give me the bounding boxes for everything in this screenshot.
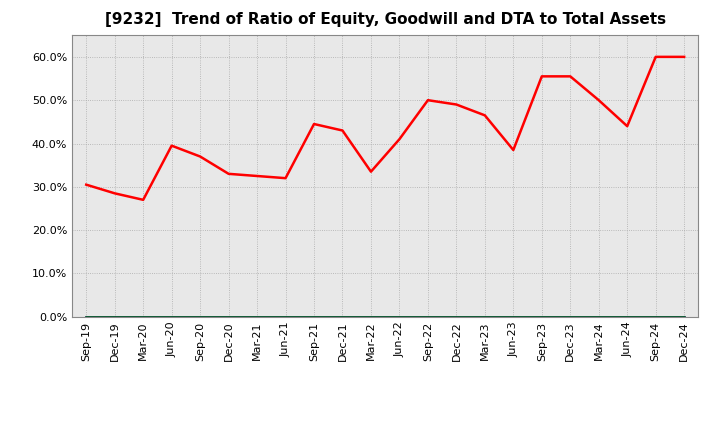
Deferred Tax Assets [110,314,119,319]
Goodwill [652,314,660,319]
Equity [225,171,233,176]
Deferred Tax Assets [452,314,461,319]
Title: [9232]  Trend of Ratio of Equity, Goodwill and DTA to Total Assets: [9232] Trend of Ratio of Equity, Goodwil… [104,12,666,27]
Equity [595,98,603,103]
Line: Equity: Equity [86,57,684,200]
Equity [338,128,347,133]
Deferred Tax Assets [537,314,546,319]
Goodwill [395,314,404,319]
Equity [652,54,660,59]
Equity [139,197,148,202]
Deferred Tax Assets [282,314,290,319]
Goodwill [253,314,261,319]
Goodwill [282,314,290,319]
Deferred Tax Assets [338,314,347,319]
Goodwill [680,314,688,319]
Goodwill [595,314,603,319]
Goodwill [196,314,204,319]
Deferred Tax Assets [423,314,432,319]
Goodwill [623,314,631,319]
Goodwill [366,314,375,319]
Goodwill [167,314,176,319]
Deferred Tax Assets [480,314,489,319]
Equity [310,121,318,127]
Equity [623,124,631,129]
Goodwill [310,314,318,319]
Goodwill [480,314,489,319]
Goodwill [139,314,148,319]
Equity [537,74,546,79]
Goodwill [225,314,233,319]
Goodwill [452,314,461,319]
Deferred Tax Assets [167,314,176,319]
Goodwill [110,314,119,319]
Equity [167,143,176,148]
Deferred Tax Assets [652,314,660,319]
Equity [480,113,489,118]
Deferred Tax Assets [225,314,233,319]
Deferred Tax Assets [310,314,318,319]
Deferred Tax Assets [366,314,375,319]
Deferred Tax Assets [623,314,631,319]
Deferred Tax Assets [395,314,404,319]
Deferred Tax Assets [196,314,204,319]
Goodwill [509,314,518,319]
Deferred Tax Assets [139,314,148,319]
Deferred Tax Assets [566,314,575,319]
Equity [196,154,204,159]
Equity [82,182,91,187]
Equity [110,191,119,196]
Equity [680,54,688,59]
Goodwill [82,314,91,319]
Deferred Tax Assets [680,314,688,319]
Equity [509,147,518,153]
Equity [452,102,461,107]
Equity [253,173,261,179]
Equity [566,74,575,79]
Goodwill [338,314,347,319]
Equity [423,98,432,103]
Goodwill [423,314,432,319]
Goodwill [537,314,546,319]
Equity [395,136,404,142]
Deferred Tax Assets [509,314,518,319]
Equity [282,176,290,181]
Deferred Tax Assets [253,314,261,319]
Deferred Tax Assets [595,314,603,319]
Deferred Tax Assets [82,314,91,319]
Equity [366,169,375,174]
Goodwill [566,314,575,319]
